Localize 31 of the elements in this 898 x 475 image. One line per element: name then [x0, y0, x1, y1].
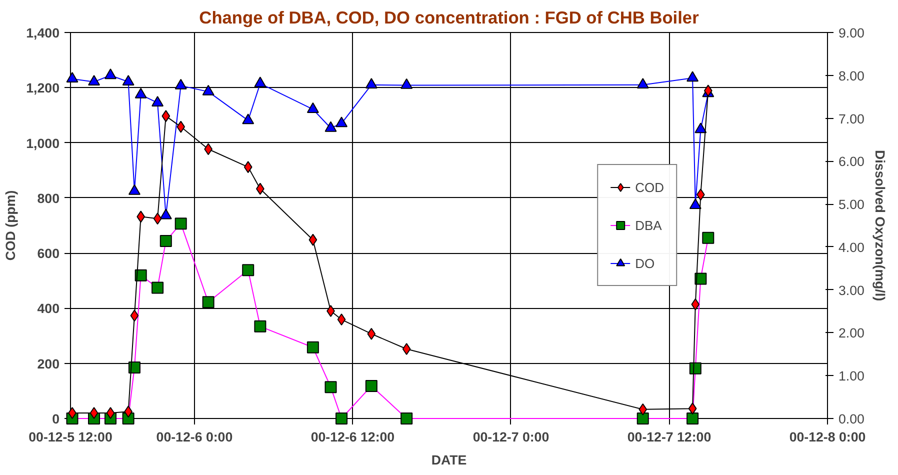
y-tick-label: 200 — [37, 356, 60, 372]
x-axis-title: DATE — [431, 452, 467, 468]
x-tick-label: 00-12-5 12:00 — [28, 430, 112, 444]
y-axis-title: COD (ppm) — [3, 190, 18, 261]
y2-tick-label: 2.00 — [838, 326, 864, 341]
y-tick-label: 1,400 — [26, 26, 60, 40]
y2-tick-label: 0.00 — [838, 412, 864, 426]
y-tick-label: 600 — [37, 246, 60, 262]
y2-tick-label: 7.00 — [838, 111, 864, 126]
y2-tick-label: 5.00 — [838, 197, 864, 212]
x-tick-label: 00-12-6 0:00 — [156, 430, 233, 444]
y-tick-label: 1,000 — [26, 136, 60, 151]
y-tick-label: 1,200 — [26, 80, 60, 96]
legend-label: DBA — [635, 218, 662, 232]
y2-tick-label: 4.00 — [838, 240, 864, 255]
y2-tick-label: 6.00 — [838, 154, 864, 170]
x-tick-label: 00-12-7 0:00 — [472, 430, 550, 444]
x-tick-label: 00-12-6 12:00 — [310, 430, 395, 444]
x-tick-label: 00-12-8 0:00 — [789, 430, 866, 444]
y2-tick-label: 8.00 — [838, 68, 864, 84]
y-tick-label: 0 — [52, 412, 60, 426]
y2-tick-label: 3.00 — [838, 282, 864, 298]
y2-axis-title: Dissolved Oxyzon(mg/l) — [872, 150, 888, 302]
legend-label: COD — [635, 180, 664, 194]
y2-tick-label: 9.00 — [838, 26, 864, 40]
chart-title: Change of DBA, COD, DO concentration : FGD of CHB Boiler — [199, 8, 700, 28]
y2-tick-label: 1.00 — [838, 368, 864, 384]
y-tick-label: 400 — [37, 301, 60, 316]
y-tick-label: 800 — [37, 190, 60, 206]
legend-label: DO — [635, 256, 656, 270]
x-tick-label: 00-12-7 12:00 — [627, 430, 712, 444]
